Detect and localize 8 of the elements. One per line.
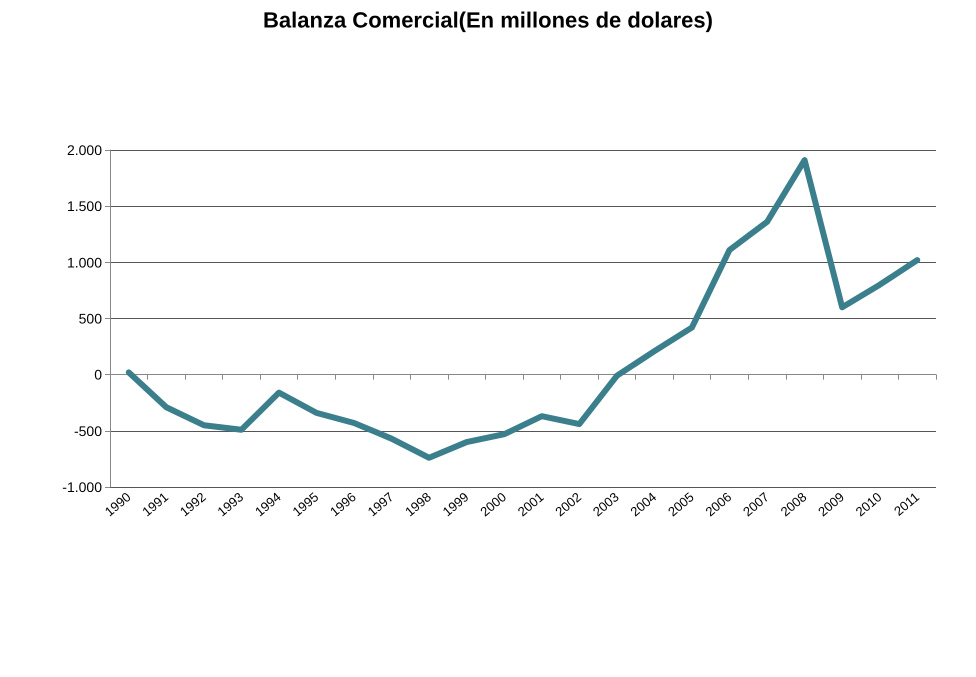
y-tick-label: 0 xyxy=(94,366,102,383)
y-tick-label: 2.000 xyxy=(66,142,102,158)
y-tick-label: -1.000 xyxy=(62,479,102,495)
y-tick-label: 1.000 xyxy=(66,254,102,270)
y-tick-label: 500 xyxy=(78,310,102,326)
chart-title: Balanza Comercial(En millones de dolares) xyxy=(263,8,713,32)
y-tick-label: -500 xyxy=(74,422,102,439)
y-tick-label: 1.500 xyxy=(66,198,102,214)
